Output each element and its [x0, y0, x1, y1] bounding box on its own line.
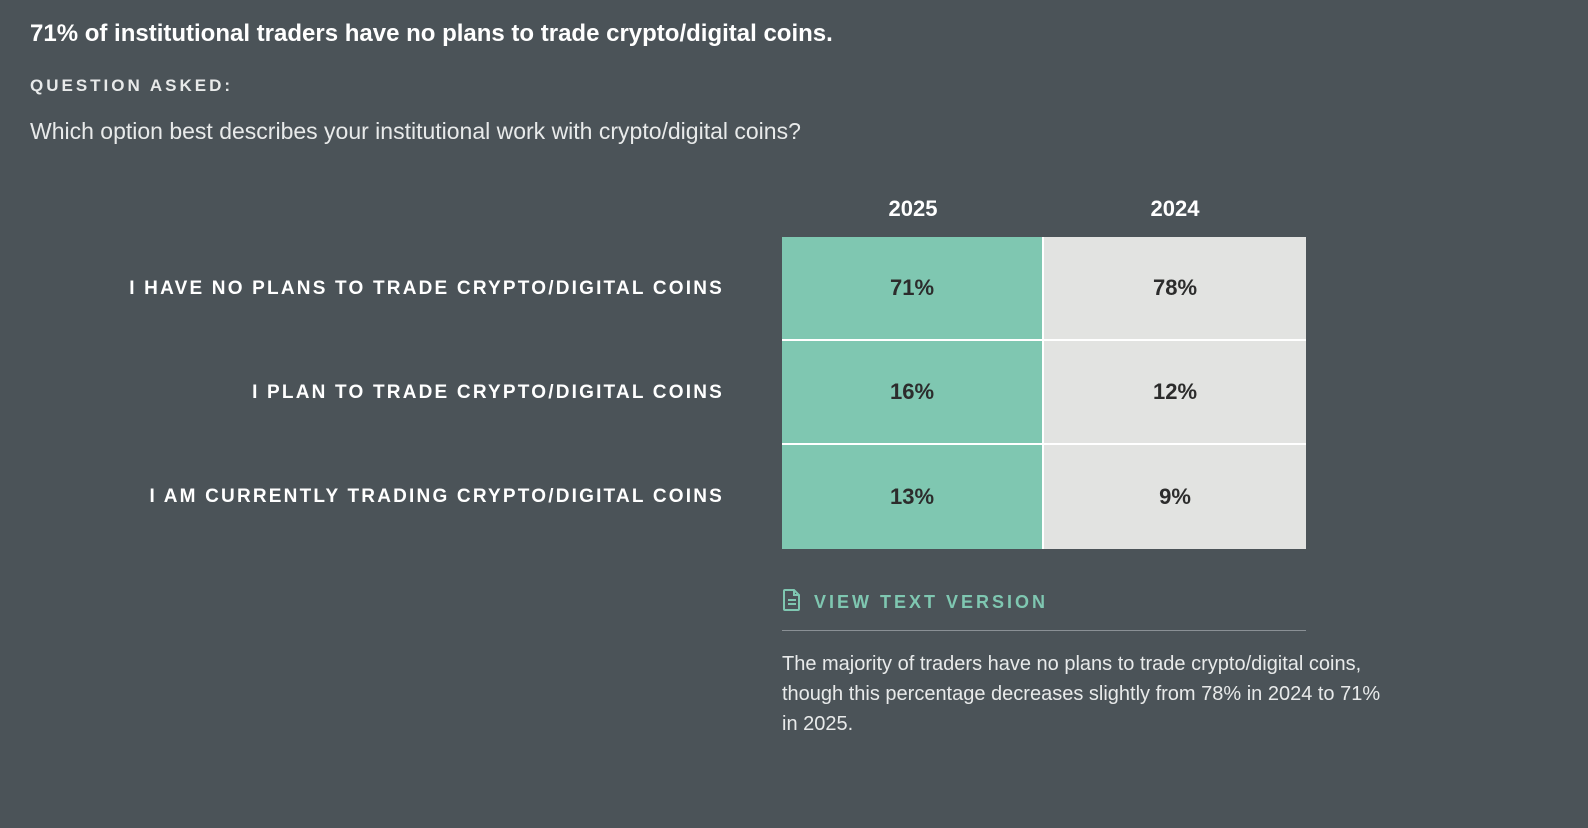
- column-header-2024: 2024: [1044, 196, 1306, 234]
- view-text-version-label: VIEW TEXT VERSION: [814, 592, 1048, 613]
- headline-prefix: 71% of institutional traders have no pla…: [30, 20, 606, 47]
- question-text: Which option best describes your institu…: [30, 118, 1558, 145]
- headline: 71% of institutional traders have no pla…: [30, 20, 1558, 48]
- column-header-2025: 2025: [782, 196, 1044, 234]
- table-cell: 16%: [782, 341, 1044, 445]
- document-icon: [782, 589, 802, 616]
- question-asked-label: QUESTION ASKED:: [30, 76, 1558, 96]
- table-cell: 78%: [1044, 237, 1306, 341]
- table-cell: 9%: [1044, 445, 1306, 549]
- table-cell: 71%: [782, 237, 1044, 341]
- table-row-label: I PLAN TO TRADE CRYPTO/DIGITAL COINS: [30, 382, 782, 404]
- table-row-label: I HAVE NO PLANS TO TRADE CRYPTO/DIGITAL …: [30, 278, 782, 300]
- table-row-label: I AM CURRENTLY TRADING CRYPTO/DIGITAL CO…: [30, 486, 782, 508]
- survey-table: 2025 2024 I HAVE NO PLANS TO TRADE CRYPT…: [30, 193, 1558, 549]
- table-cell: 13%: [782, 445, 1044, 549]
- summary-text: The majority of traders have no plans to…: [782, 649, 1382, 739]
- headline-bold: crypto/digital coins.: [606, 20, 833, 47]
- view-text-version-link[interactable]: VIEW TEXT VERSION: [782, 589, 1306, 631]
- table-cell: 12%: [1044, 341, 1306, 445]
